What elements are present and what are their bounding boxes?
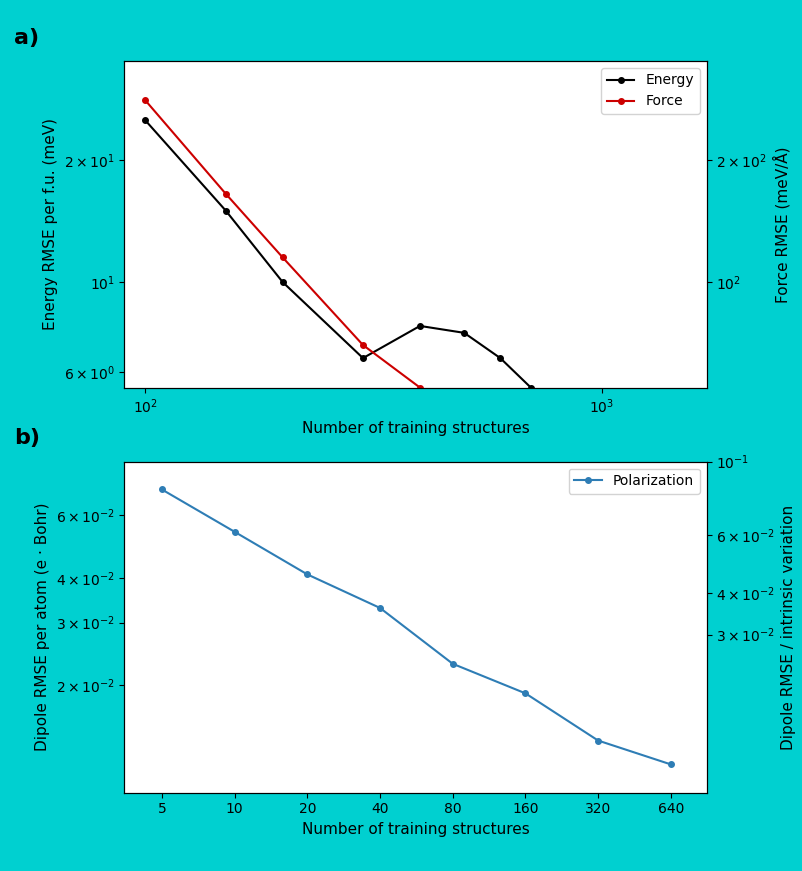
Force	[525, 508, 535, 518]
Energy	[495, 353, 504, 363]
Y-axis label: Dipole RMSE per atom (e · Bohr): Dipole RMSE per atom (e · Bohr)	[35, 503, 50, 752]
Force	[575, 637, 585, 647]
Line: Polarization: Polarization	[159, 487, 673, 767]
Energy	[459, 327, 468, 338]
Line: Energy: Energy	[143, 118, 684, 683]
Force	[140, 95, 150, 105]
Energy	[632, 600, 642, 611]
Text: a): a)	[14, 28, 39, 48]
Polarization	[520, 688, 529, 699]
Force	[676, 773, 686, 784]
Force	[552, 570, 561, 580]
Energy	[221, 206, 230, 216]
Force	[495, 463, 504, 473]
Energy	[140, 115, 150, 125]
Polarization	[157, 484, 167, 495]
Force	[221, 188, 230, 199]
Legend: Polarization: Polarization	[568, 469, 699, 494]
Polarization	[593, 735, 602, 746]
Force	[632, 746, 642, 757]
Energy	[415, 321, 424, 331]
Polarization	[665, 760, 674, 770]
Force	[459, 418, 468, 429]
X-axis label: Number of training structures: Number of training structures	[302, 422, 529, 436]
Y-axis label: Energy RMSE per f.u. (meV): Energy RMSE per f.u. (meV)	[43, 118, 58, 330]
X-axis label: Number of training structures: Number of training structures	[302, 822, 529, 837]
Y-axis label: Dipole RMSE / intrinsic variation: Dipole RMSE / intrinsic variation	[780, 504, 795, 750]
Energy	[676, 675, 686, 685]
Energy	[277, 277, 287, 287]
Polarization	[302, 569, 312, 579]
Energy	[358, 353, 367, 363]
Polarization	[448, 658, 457, 669]
Legend: Energy, Force: Energy, Force	[601, 68, 699, 114]
Energy	[552, 439, 561, 449]
Force	[358, 340, 367, 350]
Line: Force: Force	[143, 98, 684, 781]
Force	[415, 382, 424, 393]
Force	[596, 692, 606, 703]
Force	[277, 253, 287, 263]
Energy	[575, 490, 585, 500]
Energy	[525, 382, 535, 393]
Energy	[596, 544, 606, 555]
Polarization	[375, 603, 384, 613]
Text: b): b)	[14, 429, 40, 449]
Polarization	[229, 527, 239, 537]
Y-axis label: Force RMSE (meV/Å): Force RMSE (meV/Å)	[772, 146, 789, 302]
